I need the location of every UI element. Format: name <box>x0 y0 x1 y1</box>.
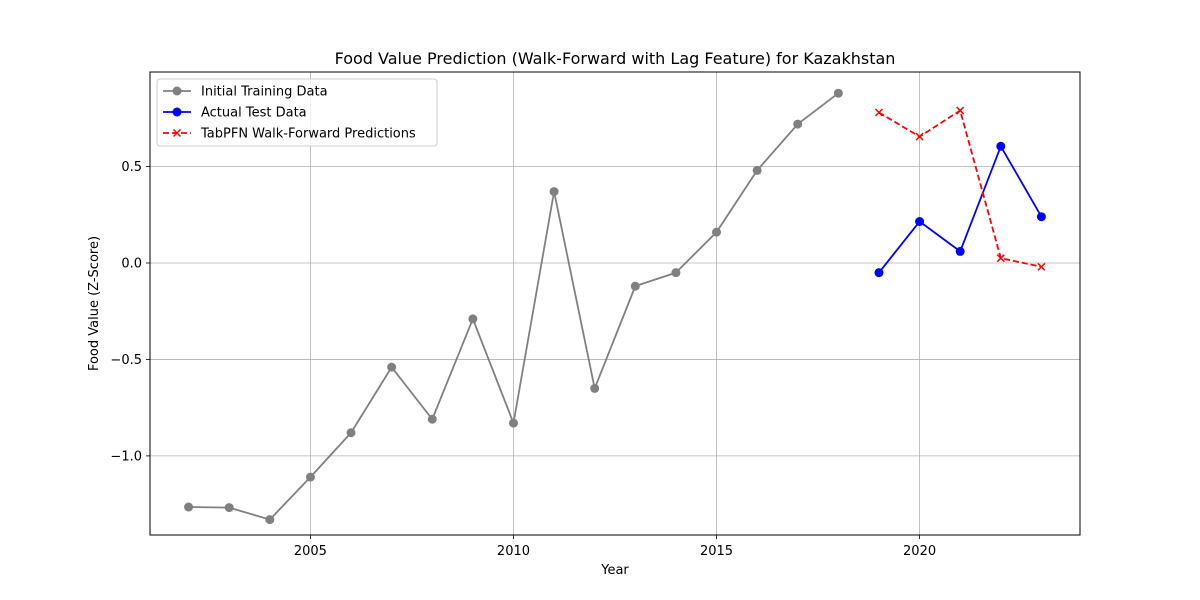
plot-frame <box>149 71 1081 536</box>
legend-label: Initial Training Data <box>201 85 328 100</box>
y-axis-title: Food Value (Z-Score) <box>87 236 102 371</box>
data-point <box>427 414 437 424</box>
series-0 <box>184 88 843 525</box>
y-tick-label: −0.5 <box>110 353 142 368</box>
data-point <box>996 254 1005 263</box>
data-point <box>956 106 965 115</box>
x-axis-title: Year <box>600 563 629 578</box>
legend-label: TabPFN Walk-Forward Predictions <box>200 127 416 142</box>
series-1 <box>874 141 1046 278</box>
y-axis-ticks: −1.0 −0.5 0.0 0.5 <box>110 160 150 464</box>
data-point <box>468 314 478 324</box>
data-point <box>874 108 884 117</box>
data-point <box>630 281 640 291</box>
series-2 <box>874 106 1046 271</box>
data-point <box>671 268 681 278</box>
legend-entry: TabPFN Walk-Forward Predictions <box>163 127 416 142</box>
x-tick-label: 2010 <box>497 544 530 559</box>
data-point <box>915 132 924 141</box>
data-point <box>265 515 275 525</box>
data-point <box>346 428 356 438</box>
legend-marker <box>172 128 182 138</box>
data-point <box>549 187 559 197</box>
data-point <box>874 268 884 278</box>
data-point <box>387 362 397 372</box>
data-point <box>590 383 600 393</box>
data-point <box>833 88 843 98</box>
data-point <box>955 246 965 256</box>
y-tick-label: 0.0 <box>121 256 142 271</box>
data-point <box>1037 262 1046 271</box>
legend-entry: Initial Training Data <box>163 85 328 100</box>
data-point <box>712 227 722 237</box>
data-point <box>915 217 925 227</box>
data-point <box>305 472 315 482</box>
x-tick-label: 2015 <box>700 544 733 559</box>
data-point <box>184 502 194 512</box>
data-point <box>508 418 518 428</box>
data-point <box>224 503 234 513</box>
legend: Initial Training Data Actual Test Data Tab… <box>156 78 438 147</box>
legend-marker <box>172 107 182 117</box>
legend-marker <box>172 86 182 96</box>
legend-frame <box>156 78 438 147</box>
data-point <box>793 119 803 129</box>
y-tick-label: 0.5 <box>121 160 142 175</box>
data-point <box>1036 212 1046 222</box>
legend-label: Actual Test Data <box>201 106 307 121</box>
x-tick-label: 2005 <box>294 544 327 559</box>
chart-title: Food Value Prediction (Walk-Forward with… <box>335 49 896 68</box>
x-axis-ticks: 2005 2010 2015 2020 <box>294 535 936 559</box>
y-tick-label: −1.0 <box>110 449 142 464</box>
grid-layer <box>150 72 1080 535</box>
series-layer <box>184 88 1046 525</box>
data-point <box>752 165 762 175</box>
legend-entry: Actual Test Data <box>163 106 307 121</box>
data-point <box>996 141 1006 151</box>
x-tick-label: 2020 <box>903 544 936 559</box>
